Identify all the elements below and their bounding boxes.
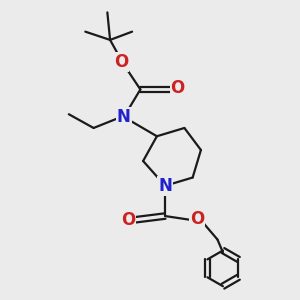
Text: N: N xyxy=(117,108,131,126)
Text: O: O xyxy=(114,53,128,71)
Text: N: N xyxy=(158,177,172,195)
Text: O: O xyxy=(190,210,204,228)
Text: O: O xyxy=(121,211,135,229)
Text: O: O xyxy=(170,79,184,97)
